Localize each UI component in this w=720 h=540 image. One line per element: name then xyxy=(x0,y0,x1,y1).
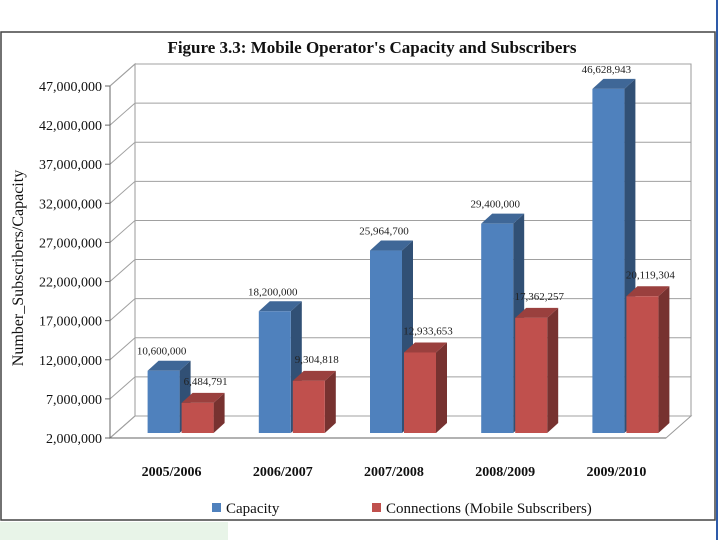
bar-front xyxy=(370,250,402,433)
bar-connections-2005-2006 xyxy=(181,392,225,433)
bars xyxy=(147,78,670,433)
bar-connections-2009-2010 xyxy=(626,286,670,433)
bar-front xyxy=(481,223,514,433)
bar-top xyxy=(404,342,447,353)
legend-label: Connections (Mobile Subscribers) xyxy=(386,501,592,517)
category-label: 2009/2010 xyxy=(586,465,646,480)
data-label: 12,933,653 xyxy=(403,325,453,337)
bar-top xyxy=(515,307,559,318)
data-label: 46,628,943 xyxy=(582,64,632,76)
bar-top xyxy=(181,392,225,403)
y-tick-label: 2,000,000 xyxy=(46,432,102,447)
legend-swatch xyxy=(212,503,221,512)
bar-top xyxy=(258,301,302,312)
y-tick-label: 17,000,000 xyxy=(39,315,102,330)
data-labels: 10,600,000 6,484,791 18,200,000 9,304,818 25… xyxy=(137,64,676,388)
bar-top xyxy=(370,240,413,251)
bar-front xyxy=(181,402,214,433)
y-tick-label: 12,000,000 xyxy=(39,354,102,369)
footer-strip xyxy=(0,522,228,540)
bar-connections-2008-2009 xyxy=(515,307,559,433)
bar-top xyxy=(592,78,636,89)
category-label: 2007/2008 xyxy=(364,465,424,480)
bar-connections-2007-2008 xyxy=(404,342,447,433)
bar-top xyxy=(147,360,191,371)
y-tick-label: 47,000,000 xyxy=(39,80,102,95)
y-tick-labels: 2,000,000 7,000,000 12,000,000 17,000,000 22… xyxy=(39,80,102,447)
y-tick-label: 27,000,000 xyxy=(39,236,102,251)
bar-front xyxy=(292,380,325,433)
y-axis-label: Number_Subscribers/Capacity xyxy=(10,170,27,366)
y-tick-label: 32,000,000 xyxy=(39,197,102,212)
gridline xyxy=(109,63,691,87)
data-label: 6,484,791 xyxy=(184,376,228,388)
data-label: 29,400,000 xyxy=(470,199,520,211)
bar-top xyxy=(481,213,525,224)
bar-top xyxy=(292,370,336,381)
data-label: 18,200,000 xyxy=(248,286,298,298)
bar-side xyxy=(547,307,559,433)
bar-side xyxy=(213,392,225,433)
data-label: 25,964,700 xyxy=(359,226,409,238)
y-tick-label: 22,000,000 xyxy=(39,276,102,291)
gridline xyxy=(109,102,691,126)
bar-front xyxy=(147,370,180,433)
category-label: 2006/2007 xyxy=(253,465,313,480)
y-tick-label: 42,000,000 xyxy=(39,119,102,134)
data-label: 17,362,257 xyxy=(514,291,564,303)
legend-swatch xyxy=(372,503,381,512)
category-label: 2005/2006 xyxy=(142,465,202,480)
y-tick-label: 7,000,000 xyxy=(46,393,102,408)
bar-front xyxy=(626,296,659,433)
bar-side xyxy=(436,342,447,433)
chart-title: Figure 3.3: Mobile Operator's Capacity a… xyxy=(167,38,576,57)
bar-capacity-2008-2009 xyxy=(481,213,525,433)
data-label: 9,304,818 xyxy=(295,354,340,366)
bar-front xyxy=(404,352,436,433)
gridline xyxy=(109,141,691,165)
y-tick-label: 37,000,000 xyxy=(39,158,102,173)
data-label: 20,119,304 xyxy=(626,269,676,281)
bar-front xyxy=(592,88,625,433)
right-rule xyxy=(716,0,718,540)
chart-border xyxy=(0,31,716,521)
bar-front xyxy=(515,317,548,433)
bar-connections-2006-2007 xyxy=(292,370,336,433)
legend-label: Capacity xyxy=(226,501,280,517)
bar-top xyxy=(626,286,670,297)
category-labels: 2005/2006 2006/2007 2007/2008 2008/2009 2009… xyxy=(142,465,647,480)
data-label: 10,600,000 xyxy=(137,346,187,358)
bar-front xyxy=(258,311,291,433)
category-label: 2008/2009 xyxy=(475,465,535,480)
legend: Capacity Connections (Mobile Subscribers) xyxy=(212,501,592,517)
bar-side xyxy=(658,286,670,433)
gridline xyxy=(109,180,691,204)
side-wall xyxy=(109,62,136,440)
bar-side xyxy=(324,370,336,433)
